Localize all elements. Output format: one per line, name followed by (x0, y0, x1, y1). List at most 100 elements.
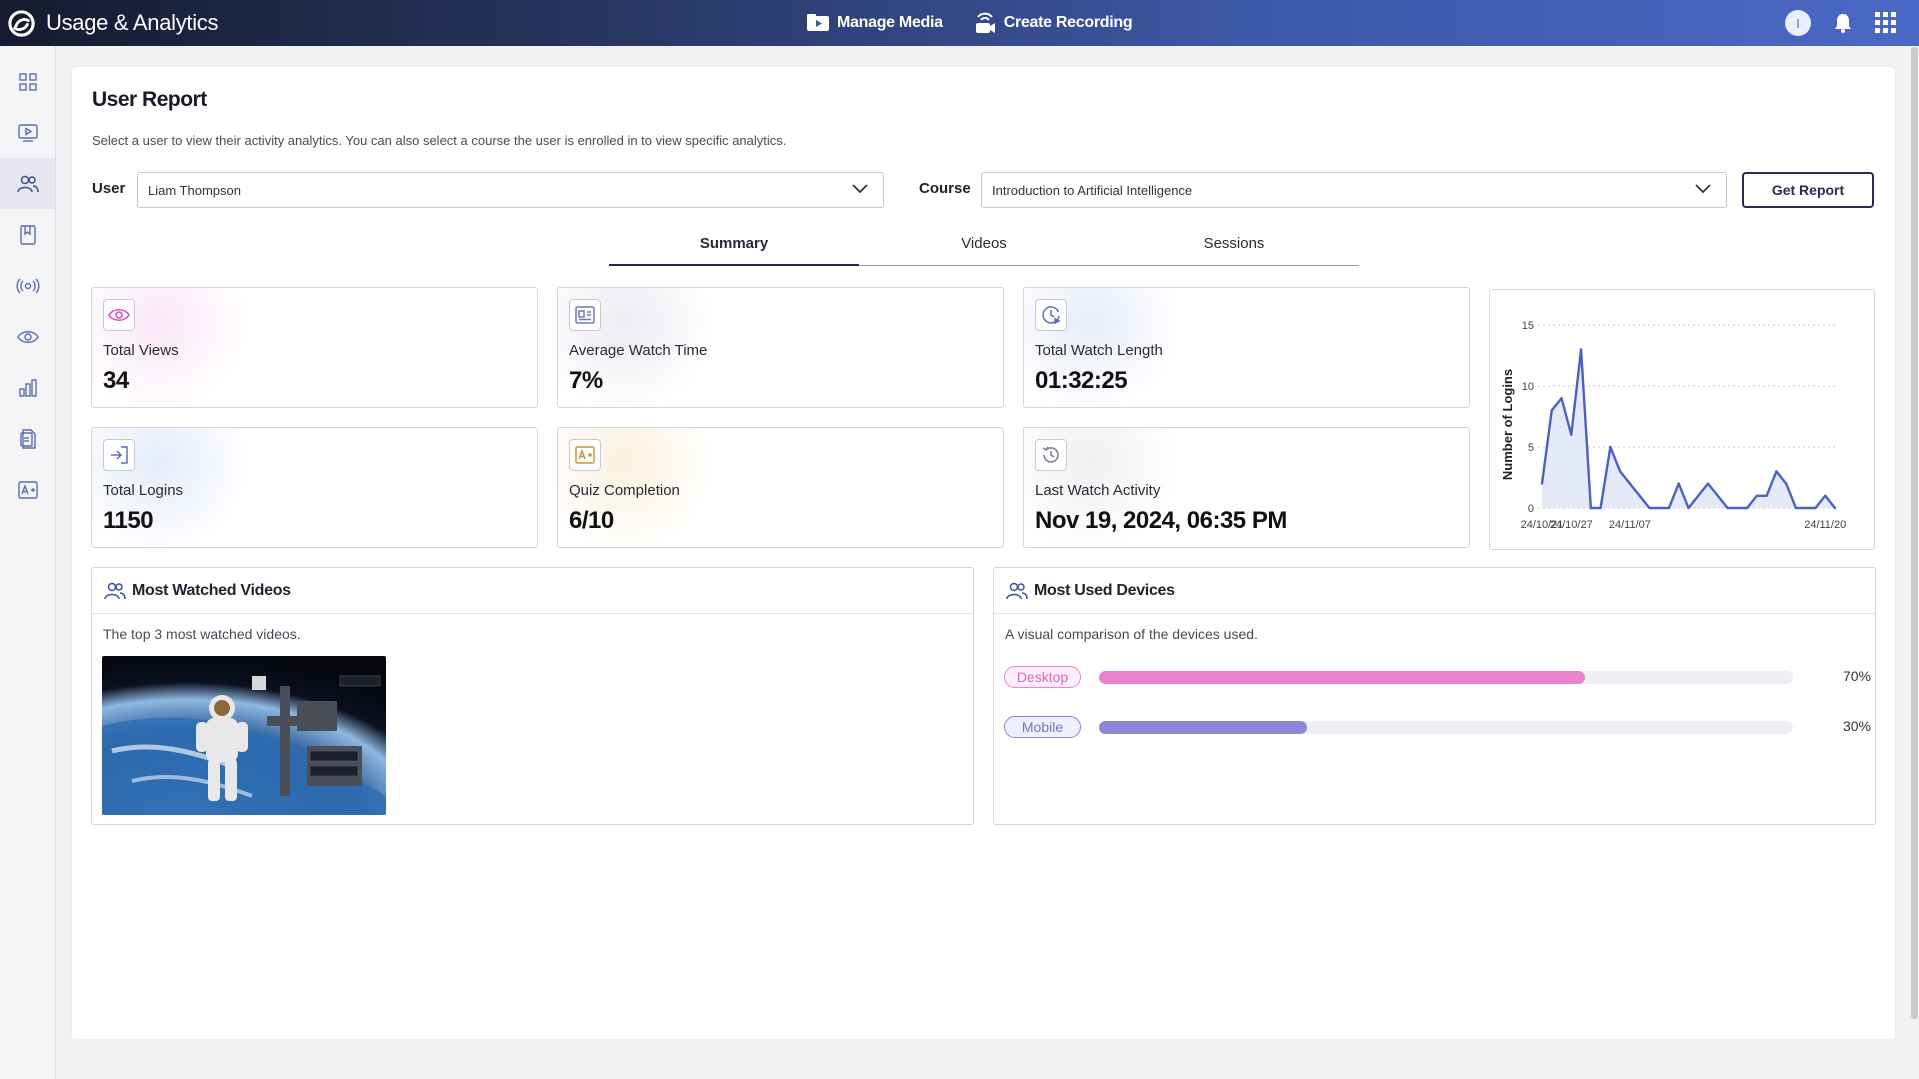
tab-sessions[interactable]: Sessions (1203, 235, 1265, 252)
course-label: Course (919, 180, 971, 197)
devices-header: Most Used Devices (994, 568, 1875, 614)
data-point (1560, 397, 1563, 400)
data-point (1716, 494, 1719, 497)
create-recording-link[interactable]: Create Recording (973, 12, 1133, 34)
sidebar (0, 46, 56, 1079)
eye-icon (16, 330, 39, 343)
sidebar-item-courses[interactable] (0, 209, 55, 260)
id-card-icon (575, 306, 595, 324)
data-point (1824, 494, 1827, 497)
device-bar-fill (1099, 671, 1585, 684)
devices-title: Most Used Devices (1034, 581, 1175, 599)
course-select[interactable]: Introduction to Artificial Intelligence (981, 172, 1727, 208)
scrollbar-thumb[interactable] (1911, 47, 1918, 1019)
data-point (1706, 482, 1710, 485)
data-point (1550, 409, 1553, 412)
stat-value: 01:32:25 (1035, 367, 1128, 394)
data-point (1736, 506, 1739, 510)
stat-icon-box (1035, 439, 1067, 471)
device-percent: 70% (1842, 668, 1871, 684)
most-used-devices-card: Most Used Devices A visual comparison of… (993, 567, 1876, 825)
manage-media-link[interactable]: Manage Media (806, 13, 943, 33)
stat-icon-box (103, 299, 135, 331)
brand[interactable]: Usage & Analytics (6, 8, 219, 39)
data-point (1814, 506, 1817, 510)
data-point (1804, 506, 1807, 510)
broadcast-icon (15, 278, 40, 293)
data-point (1833, 506, 1837, 510)
stat-label: Total Watch Length (1035, 342, 1163, 359)
stat-value: 34 (103, 367, 129, 394)
stat-card-total-views: Total Views 34 (91, 287, 538, 408)
recording-icon (975, 12, 995, 33)
stat-label: Total Logins (103, 482, 184, 499)
y-axis-label: Number of Logins (1500, 369, 1515, 480)
sidebar-item-analytics[interactable] (0, 362, 55, 413)
data-point (1599, 506, 1602, 510)
device-bar-fill (1099, 721, 1308, 734)
data-point (1589, 506, 1593, 510)
stat-card-total-logins: Total Logins 1150 (91, 427, 538, 548)
sidebar-item-users[interactable] (0, 158, 55, 209)
data-point (1745, 506, 1749, 510)
y-tick-label: 0 (1528, 503, 1534, 515)
sidebar-item-reports[interactable] (0, 413, 55, 464)
user-select[interactable]: Liam Thompson (137, 172, 884, 208)
x-tick-label: 24/10/27 (1550, 519, 1593, 531)
bell-icon[interactable] (1832, 12, 1854, 34)
data-point (1638, 494, 1641, 497)
app-logo-icon (8, 9, 35, 37)
data-point (1765, 494, 1768, 497)
tab-summary[interactable]: Summary (609, 230, 859, 266)
data-point (1784, 482, 1788, 485)
x-tick-label: 24/11/20 (1804, 519, 1846, 531)
y-tick-label: 5 (1528, 442, 1534, 454)
chevron-down-icon (1695, 184, 1711, 194)
page-title: User Report (92, 88, 207, 111)
tab-videos[interactable]: Videos (961, 235, 1007, 252)
top-bar: Usage & Analytics Manage Media Create Re… (0, 0, 1919, 46)
stat-card-quiz-completion: Quiz Completion 6/10 (557, 427, 1004, 548)
eye-icon (108, 308, 130, 322)
apps-grid-icon[interactable] (1875, 12, 1897, 34)
grade-icon (575, 446, 595, 464)
stat-card-last-watch-activity: Last Watch Activity Nov 19, 2024, 06:35 … (1023, 427, 1470, 548)
book-icon (19, 224, 36, 245)
stat-card-average-watch-time: Average Watch Time 7% (557, 287, 1004, 408)
clock-play-icon (1042, 306, 1061, 325)
data-point (1618, 470, 1622, 473)
video-thumbnail[interactable] (102, 656, 386, 815)
data-point (1609, 445, 1612, 449)
sidebar-item-views[interactable] (0, 311, 55, 362)
sidebar-item-media[interactable] (0, 107, 55, 158)
device-bar-track (1099, 721, 1793, 734)
data-point (1648, 506, 1651, 510)
data-point (1677, 482, 1680, 485)
y-tick-label: 15 (1522, 320, 1534, 332)
user-avatar[interactable]: I (1785, 10, 1811, 36)
sidebar-item-quizzes[interactable] (0, 464, 55, 515)
stat-label: Quiz Completion (569, 482, 680, 499)
sidebar-item-live[interactable] (0, 260, 55, 311)
create-recording-label: Create Recording (1003, 14, 1133, 31)
get-report-button[interactable]: Get Report (1742, 172, 1874, 208)
data-point (1570, 433, 1573, 436)
most-watched-description: The top 3 most watched videos. (103, 626, 301, 642)
user-report-panel: User Report Select a user to view their … (72, 67, 1895, 1039)
y-tick-label: 10 (1522, 381, 1534, 393)
sidebar-item-dashboard[interactable] (0, 56, 55, 107)
data-point (1628, 482, 1632, 485)
most-watched-title: Most Watched Videos (132, 581, 291, 599)
astronaut-space-image (102, 656, 386, 815)
data-point (1775, 470, 1778, 473)
most-watched-header: Most Watched Videos (92, 568, 973, 614)
user-label: User (92, 180, 126, 197)
media-folder-icon (807, 14, 829, 31)
stat-icon-box (569, 439, 601, 471)
manage-media-label: Manage Media (837, 14, 943, 31)
stat-icon-box (569, 299, 601, 331)
users-icon (16, 175, 39, 192)
devices-description: A visual comparison of the devices used. (1005, 626, 1258, 642)
most-watched-videos-card: Most Watched Videos The top 3 most watch… (91, 567, 974, 825)
data-point (1755, 494, 1759, 497)
